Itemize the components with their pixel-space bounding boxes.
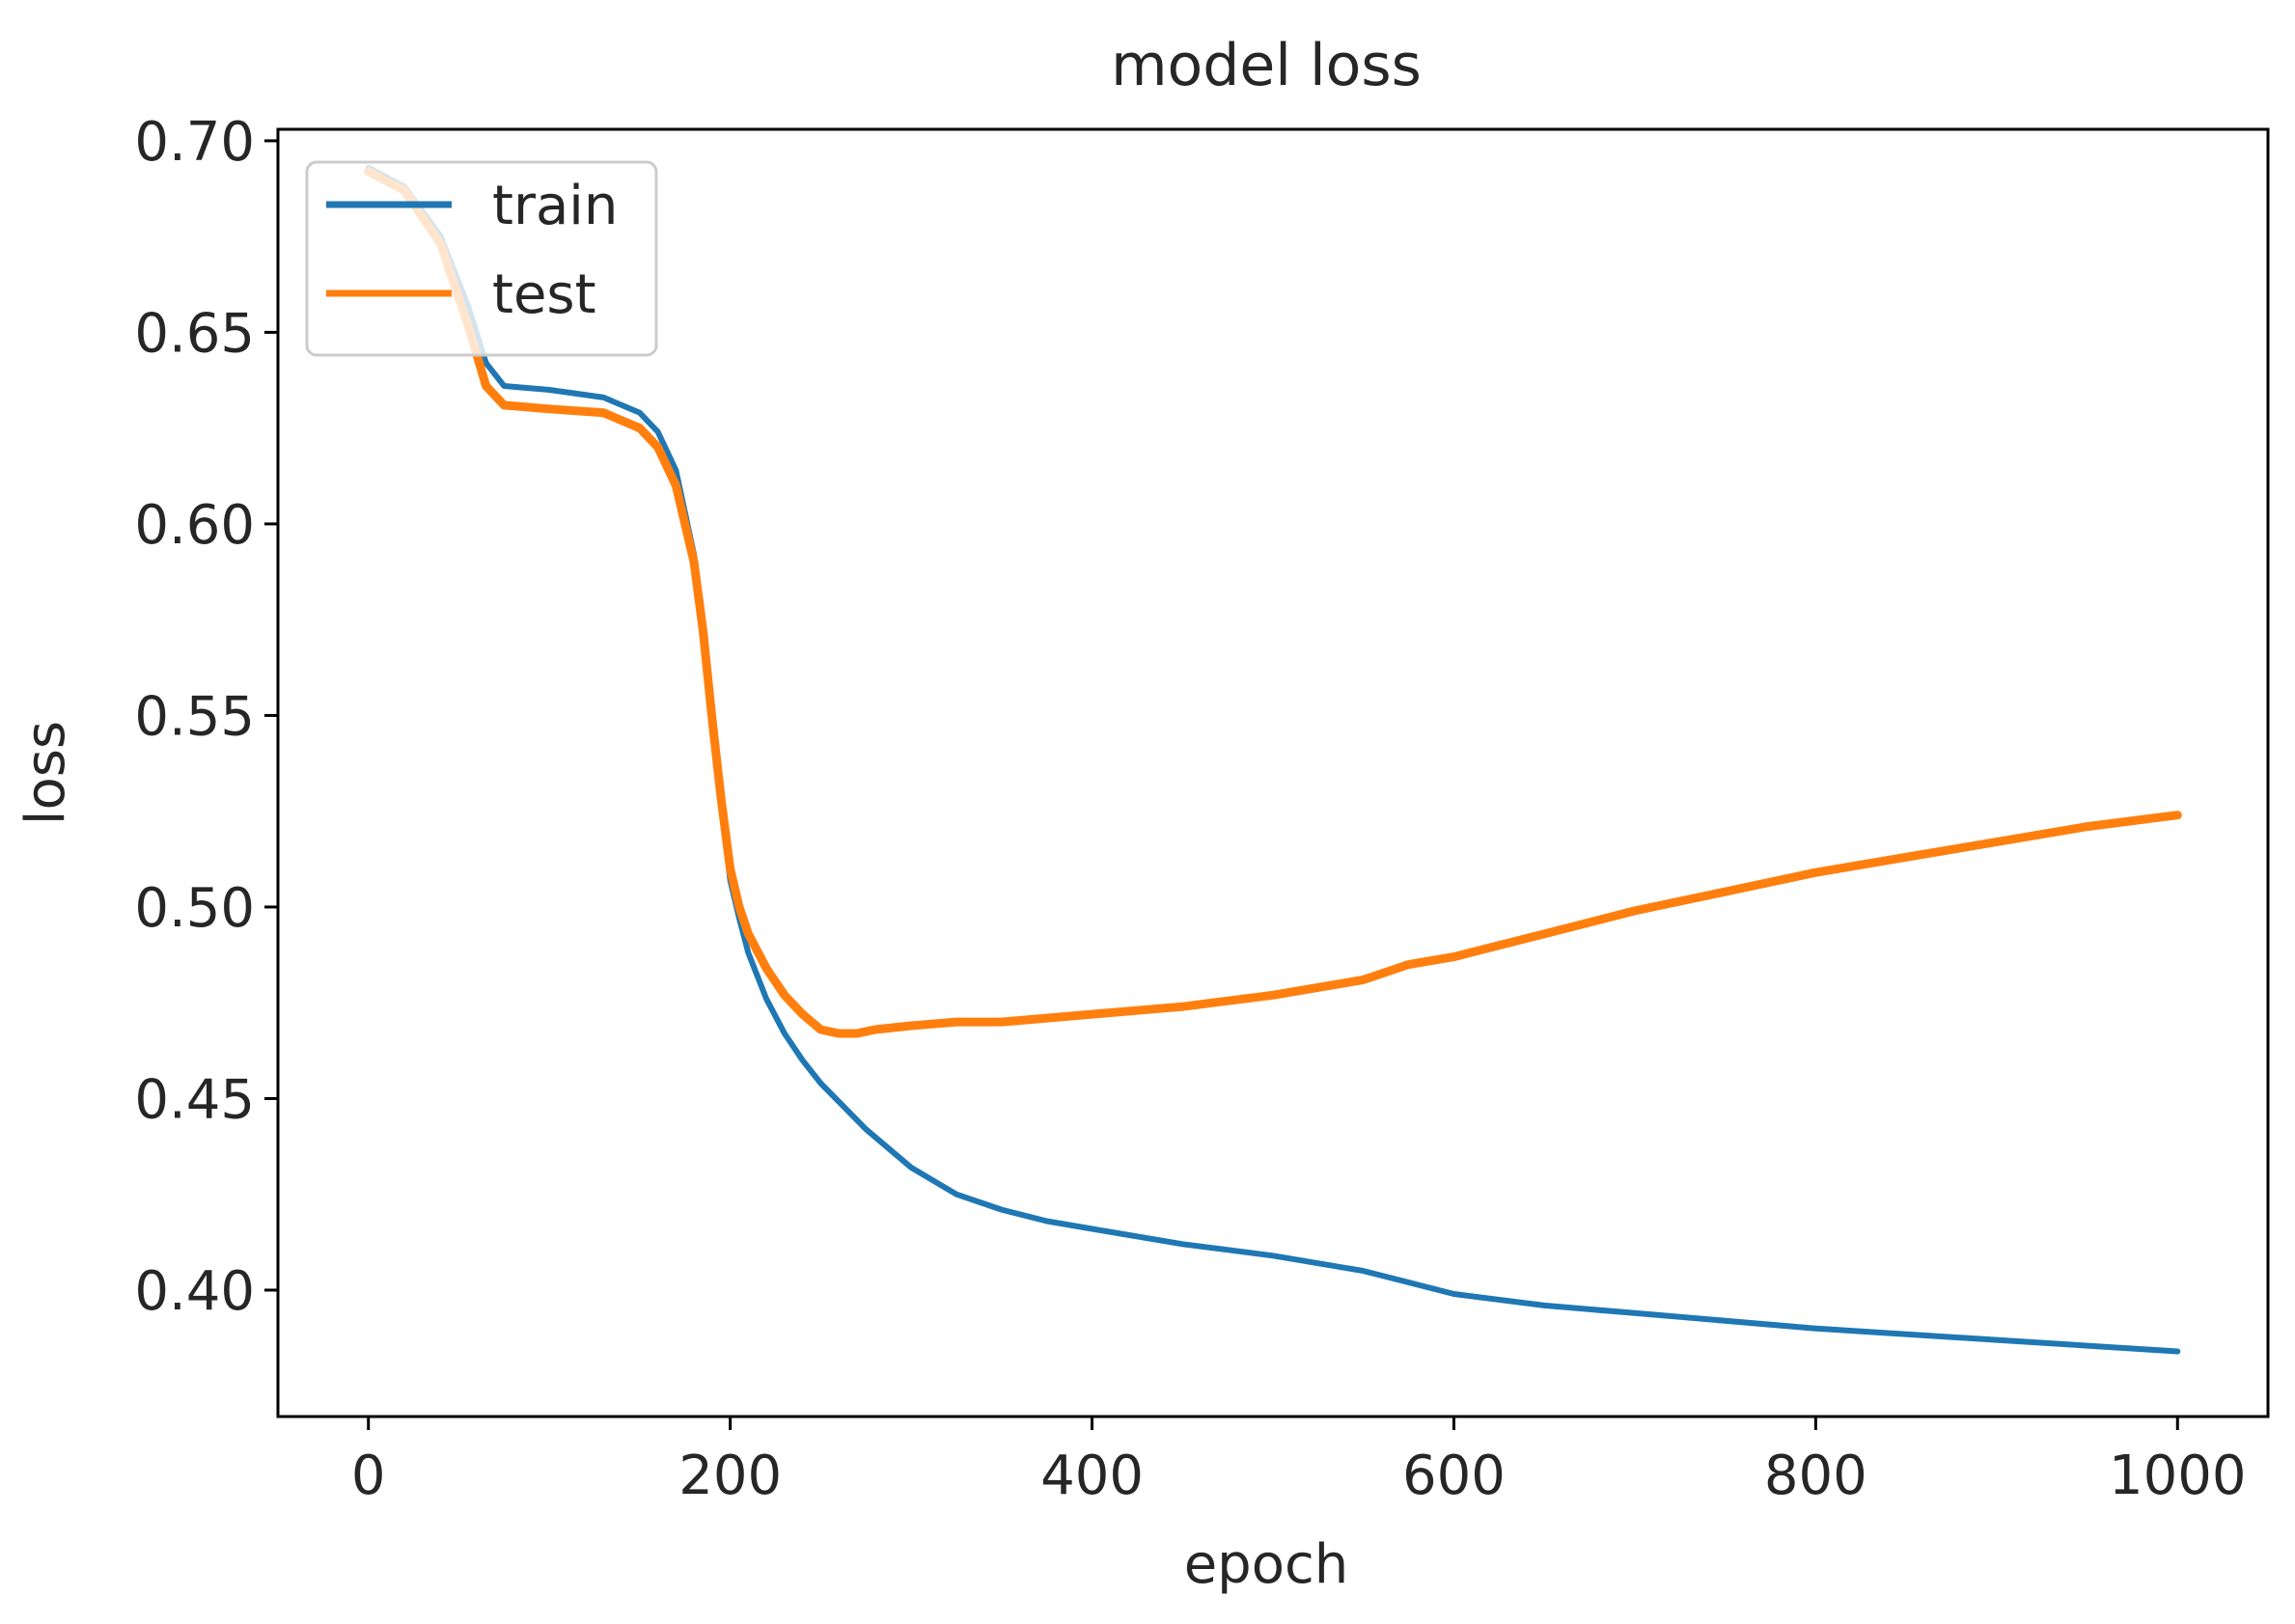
- legend-label-test: test: [492, 263, 596, 326]
- y-tick-label: 0.45: [134, 1068, 255, 1131]
- y-tick-label: 0.65: [134, 302, 255, 365]
- y-tick-label: 0.50: [134, 877, 255, 940]
- y-axis: 0.40 0.45 0.50 0.55 0.60 0.65 0.70: [134, 111, 278, 1323]
- legend-box: [305, 160, 658, 357]
- x-tick-label: 200: [678, 1445, 782, 1507]
- chart-title: model loss: [1111, 32, 1422, 99]
- y-axis-label: loss: [14, 721, 77, 825]
- x-tick-label: 600: [1402, 1445, 1506, 1507]
- y-tick-label: 0.70: [134, 111, 255, 174]
- x-tick-label: 800: [1764, 1445, 1867, 1507]
- plot-area: [364, 164, 2182, 1355]
- x-axis-label: epoch: [1184, 1533, 1349, 1596]
- legend-label-train: train: [492, 175, 618, 237]
- y-tick-label: 0.60: [134, 494, 255, 557]
- x-tick-label: 0: [351, 1445, 386, 1507]
- axes-frame: [276, 127, 2270, 1418]
- y-tick-label: 0.55: [134, 685, 255, 748]
- x-tick-label: 1000: [2109, 1445, 2247, 1507]
- y-tick-label: 0.40: [134, 1260, 255, 1323]
- series-line-test: [364, 167, 2182, 1038]
- series-line-train: [365, 164, 2181, 1355]
- x-axis: 0 200 400 600 800 1000: [351, 1417, 2247, 1507]
- legend: train test: [305, 160, 658, 357]
- x-tick-label: 400: [1040, 1445, 1144, 1507]
